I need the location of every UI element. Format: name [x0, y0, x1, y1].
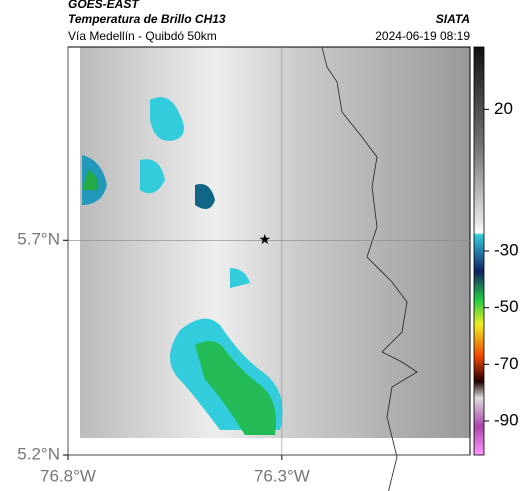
brand: SIATA: [436, 12, 470, 26]
y-tick-label: 5.7°N: [17, 230, 60, 249]
border: [321, 46, 418, 491]
source: GOES-EAST: [68, 0, 140, 11]
x-tick-label: 76.8°W: [40, 466, 96, 485]
y-tick-label: 5.2°N: [17, 444, 60, 463]
x-tick-label: 76.3°W: [254, 466, 310, 485]
colorbar-tick-label: -90: [494, 410, 519, 429]
colorbar-tick-label: -30: [494, 240, 519, 259]
marker: ★: [258, 231, 271, 247]
timestamp: 2024-06-19 08:19: [375, 29, 470, 43]
colorbar-tick-label: -70: [494, 354, 519, 373]
colorbar: [473, 46, 485, 456]
colorbar-tick-label: 20: [494, 99, 513, 118]
subtitle: Vía Medellín - Quibdó 50km: [68, 29, 217, 43]
colorbar-tick-label: -50: [494, 297, 519, 316]
map-image: [80, 47, 470, 438]
title: Temperatura de Brillo CH13: [68, 12, 226, 26]
